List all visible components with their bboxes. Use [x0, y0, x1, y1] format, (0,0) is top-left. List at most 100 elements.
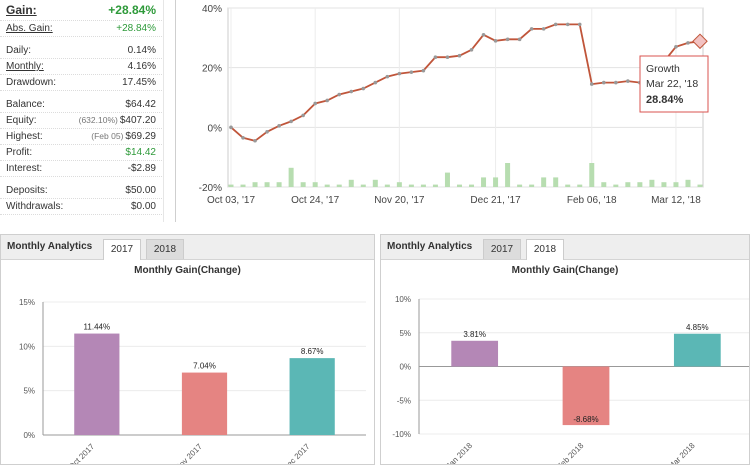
growth-point — [289, 119, 293, 124]
growth-chart[interactable]: -20% 0% 20% 40% Oct 03, '17 Oct 24, '17 Nov 20… — [178, 0, 748, 222]
growth-point — [614, 80, 618, 85]
bar-value-label: -8.68% — [573, 415, 598, 424]
highest-label: Highest: — [6, 131, 43, 142]
y-tick-label: 5% — [399, 329, 411, 338]
y-tick-label: 10% — [395, 295, 411, 304]
y-tick-label: 15% — [19, 298, 35, 307]
tooltip-marker — [692, 33, 708, 50]
growth-grid — [227, 7, 704, 188]
bar — [74, 333, 120, 435]
tooltip-box — [639, 55, 709, 113]
volume-bar — [276, 182, 282, 187]
growth-tooltip: Growth Mar 22, '18 28.84% — [639, 33, 709, 113]
abs-gain-label[interactable]: Abs. Gain: — [6, 23, 53, 34]
profit-row: Profit: $14.42 — [0, 145, 162, 161]
drawdown-label: Drawdown: — [6, 77, 57, 88]
volume-bar — [577, 184, 583, 187]
x-tick-label: Mar 12, '18 — [651, 195, 701, 206]
panel-header: Monthly Analytics 2017 2018 — [381, 235, 749, 260]
monthly-label[interactable]: Monthly: — [6, 61, 44, 72]
bar — [562, 366, 610, 426]
deposits-row: Deposits: $50.00 — [0, 183, 162, 199]
volume-bar — [529, 184, 535, 187]
volume-bar — [408, 184, 414, 187]
growth-point — [626, 79, 630, 83]
abs-gain-value: +28.84% — [116, 23, 156, 34]
bar-value-label: 8.67% — [301, 347, 324, 356]
growth-volume-bars — [228, 163, 703, 187]
growth-point — [565, 22, 570, 27]
bar-value-label: 7.04% — [193, 362, 216, 371]
monthly-analytics-2017-panel: Monthly Analytics 2017 2018 Monthly Gain… — [0, 234, 375, 465]
y-tick-label: 0% — [399, 363, 411, 372]
bar-value-label: 11.44% — [84, 323, 111, 332]
x-tick-label: Feb 06, '18 — [567, 195, 617, 206]
interest-row: Interest: -$2.89 — [0, 161, 162, 177]
tab-2017[interactable]: 2017 — [103, 239, 141, 260]
volume-bar — [444, 172, 450, 187]
panel-title: Monthly Analytics — [387, 241, 473, 252]
stats-divider — [163, 0, 164, 222]
monthly-row: Monthly: 4.16% — [0, 59, 162, 75]
volume-bar — [456, 184, 462, 187]
x-tick-label: Oct 2017 — [67, 442, 97, 464]
volume-bar — [240, 184, 246, 187]
y-tick-label: 5% — [23, 387, 35, 396]
growth-point — [686, 41, 690, 45]
volume-bar — [481, 177, 487, 187]
y-tick-label: 0% — [208, 123, 223, 134]
growth-point — [397, 71, 402, 76]
growth-point — [337, 92, 342, 97]
x-tick-label: Nov 2017 — [173, 442, 204, 464]
volume-bar — [252, 182, 258, 187]
growth-point — [277, 124, 281, 128]
monthly-value: 4.16% — [127, 61, 156, 72]
volume-bar — [589, 163, 595, 187]
growth-point — [253, 138, 257, 143]
balance-value: $64.42 — [125, 99, 156, 110]
growth-point — [517, 37, 522, 42]
tab-2017[interactable]: 2017 — [483, 239, 521, 259]
volume-bar — [348, 179, 354, 187]
growth-point — [601, 80, 606, 85]
volume-bar — [384, 184, 390, 187]
y-tick-label: 20% — [202, 64, 222, 75]
volume-bar — [685, 179, 691, 187]
growth-point — [481, 33, 486, 37]
growth-point — [325, 98, 330, 103]
volume-bar — [601, 182, 607, 187]
growth-line — [230, 23, 701, 142]
growth-point — [445, 55, 450, 60]
gain-row: Gain: +28.84% — [0, 0, 162, 21]
growth-point — [469, 47, 474, 52]
tooltip-value: 28.84% — [646, 94, 684, 106]
growth-point — [313, 101, 317, 106]
volume-bar — [288, 167, 294, 187]
profit-label: Profit: — [6, 147, 33, 158]
deposits-label: Deposits: — [6, 185, 48, 196]
growth-point — [241, 135, 245, 140]
growth-point — [265, 130, 269, 134]
panel-title: Monthly Analytics — [7, 241, 93, 252]
gain-label[interactable]: Gain: — [6, 3, 37, 17]
chart-divider — [175, 0, 176, 222]
volume-bar — [613, 184, 619, 187]
tab-2018[interactable]: 2018 — [146, 239, 184, 259]
drawdown-value: 17.45% — [122, 77, 156, 88]
x-tick-label: Mar 2018 — [666, 441, 697, 464]
tab-2018[interactable]: 2018 — [526, 239, 564, 260]
bar — [451, 340, 499, 367]
highest-row: Highest: (Feb 05) $69.29 — [0, 129, 162, 145]
growth-point — [361, 86, 366, 91]
bar-value-label: 4.85% — [686, 323, 709, 332]
growth-point — [457, 53, 462, 58]
growth-point — [433, 55, 438, 60]
drawdown-row: Drawdown: 17.45% — [0, 75, 162, 91]
growth-point — [529, 27, 534, 31]
withdrawals-row: Withdrawals: $0.00 — [0, 199, 162, 215]
balance-row: Balance: $64.42 — [0, 97, 162, 113]
interest-value: -$2.89 — [127, 163, 156, 174]
volume-bar — [420, 184, 426, 187]
interest-label: Interest: — [6, 163, 43, 174]
highest-date: (Feb 05) — [91, 131, 124, 141]
